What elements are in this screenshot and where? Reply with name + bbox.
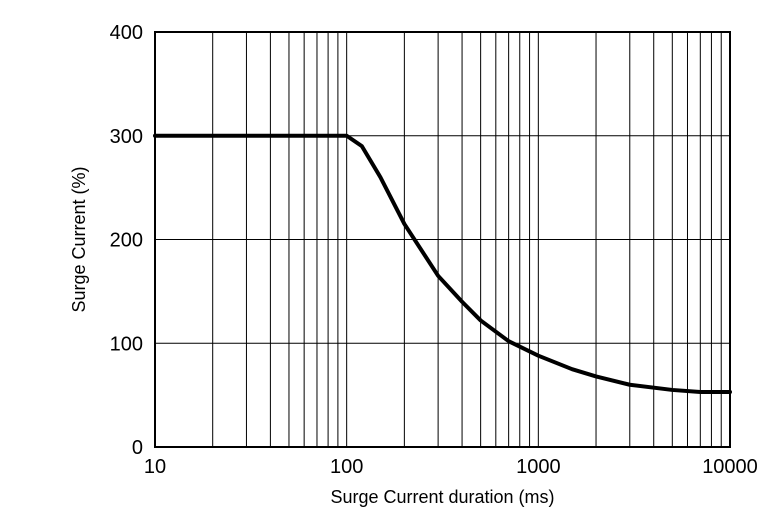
x-tick-label: 1000 [516,456,561,478]
y-tick-label: 0 [132,437,143,459]
surge-current-chart: 10 100 1000 10000 0 100 200 300 400 Surge Current… [0,0,759,523]
x-tick-label: 10 [144,456,166,478]
y-tick-label: 300 [110,126,143,148]
y-axis-label: Surge Current (%) [69,166,89,312]
x-axis-label: Surge Current duration (ms) [330,487,554,507]
y-tick-label: 400 [110,22,143,44]
y-tick-label: 200 [110,230,143,252]
x-tick-label: 100 [330,456,363,478]
y-tick-label: 100 [110,333,143,355]
x-tick-label: 10000 [702,456,758,478]
